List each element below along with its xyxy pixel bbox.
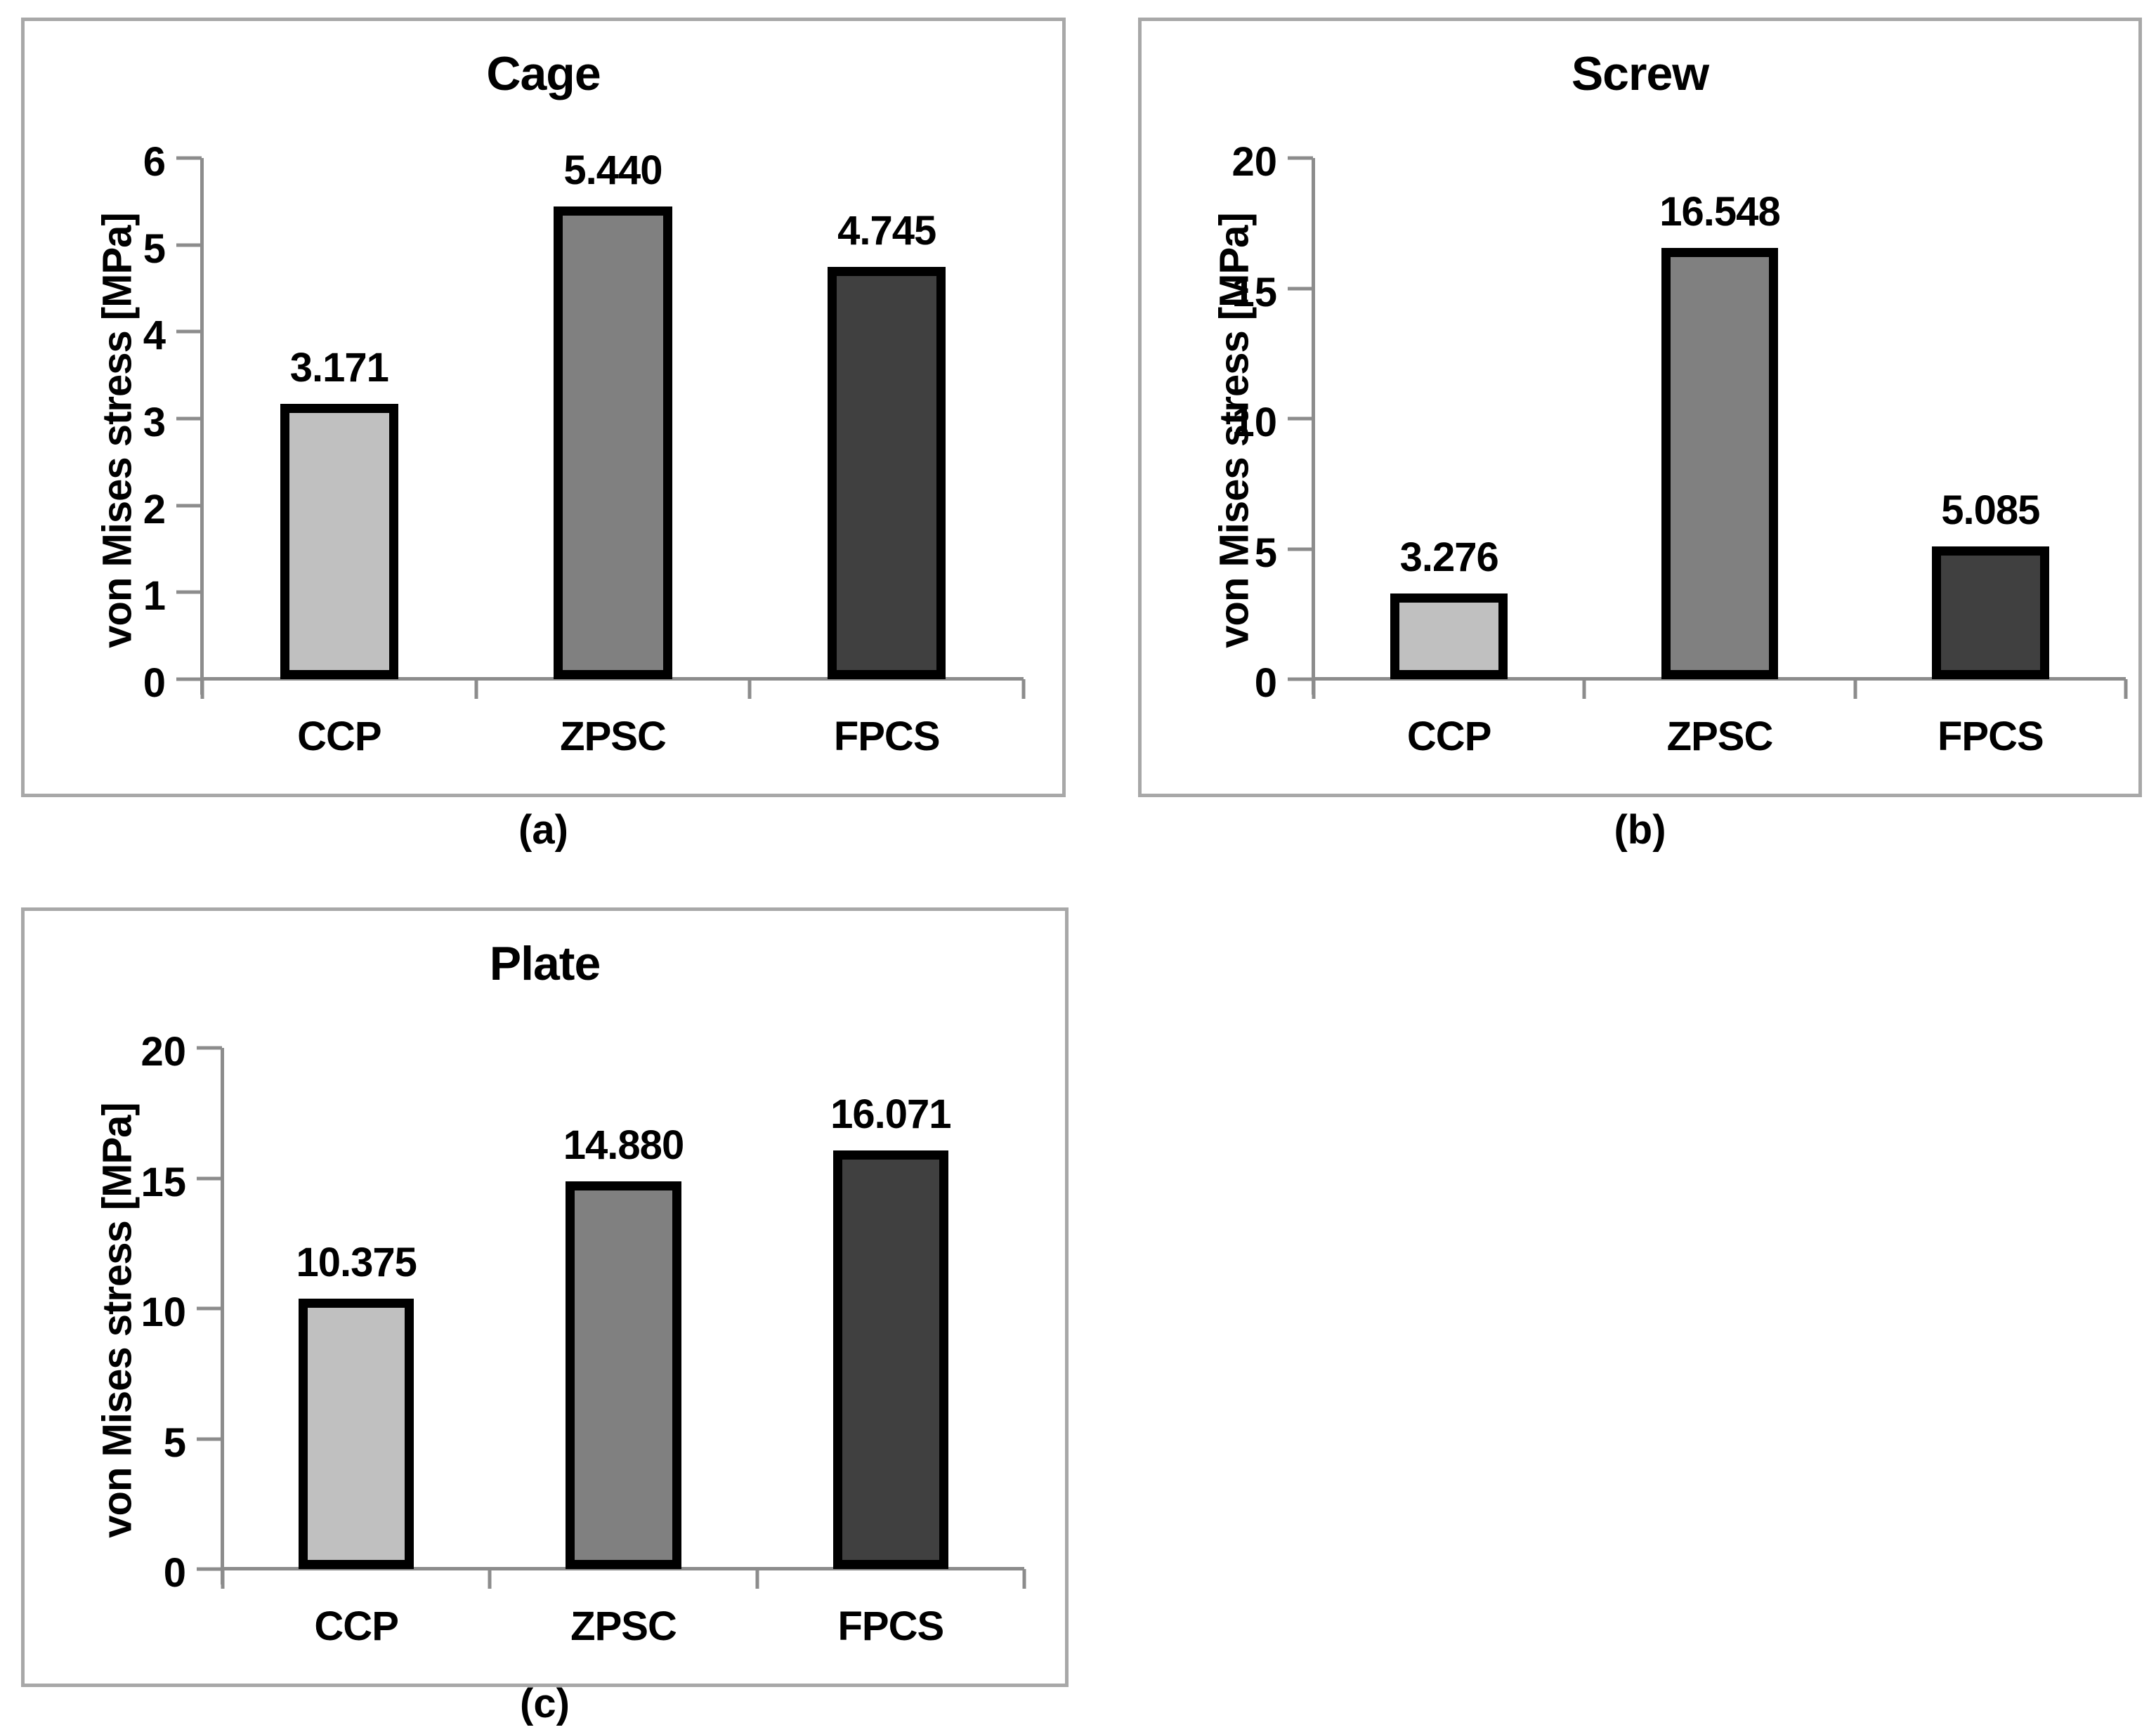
- x-category-label: CCP: [297, 714, 381, 759]
- y-tick-label: 4: [143, 313, 166, 359]
- bar-value-label: 5.085: [1941, 487, 2040, 534]
- y-tick-label: 3: [143, 400, 166, 445]
- x-tick-mark: [1021, 679, 1026, 699]
- x-category-label: CCP: [1406, 714, 1491, 759]
- y-tick-label: 20: [141, 1029, 186, 1075]
- y-tick-label: 5: [143, 225, 166, 272]
- y-tick-label: 2: [143, 486, 166, 532]
- plot-area: 0 1 2 3 4 5 6 3.171 CCP 5.440 ZPSC 4.745 FPCS: [143, 142, 1026, 759]
- y-tick-mark: [197, 1046, 222, 1050]
- y-tick-mark: [176, 416, 202, 421]
- x-tick-mark: [2124, 679, 2128, 699]
- y-tick-mark: [197, 1567, 222, 1571]
- chart-title-cage: Cage: [486, 47, 601, 100]
- subfigure-label-a: (a): [518, 807, 568, 853]
- y-tick-label: 10: [1231, 400, 1277, 445]
- y-tick-label: 10: [141, 1290, 186, 1335]
- bar-value-label: 14.880: [563, 1122, 684, 1168]
- y-tick-label: 0: [1254, 660, 1277, 706]
- x-tick-mark: [200, 679, 204, 699]
- chart-panel-cage: Cage von Mises stress [MPa] 0 1 2 3 4 5 6 3.171…: [21, 18, 1066, 797]
- y-tick-label: 1: [143, 573, 166, 619]
- x-tick-mark: [1582, 679, 1586, 699]
- y-tick-mark: [1288, 156, 1313, 160]
- x-category-label: CCP: [314, 1603, 398, 1649]
- x-category-label: FPCS: [1937, 714, 2044, 759]
- chart-title-screw: Screw: [1571, 47, 1709, 100]
- bar-zpsc: [1661, 248, 1779, 679]
- y-tick-label: 15: [1231, 269, 1277, 315]
- x-category-label: ZPSC: [560, 714, 667, 759]
- x-tick-mark: [747, 679, 752, 699]
- bar-value-label: 10.375: [296, 1240, 417, 1286]
- x-category-label: FPCS: [833, 714, 941, 759]
- x-tick-mark: [755, 1569, 759, 1589]
- x-tick-mark: [488, 1569, 492, 1589]
- y-tick-mark: [1288, 416, 1313, 421]
- subfigure-label-b: (b): [1614, 807, 1666, 853]
- chart-title-plate: Plate: [489, 937, 601, 990]
- y-tick-mark: [1288, 677, 1313, 681]
- bar-value-label: 3.276: [1399, 534, 1499, 581]
- bar-value-label: 16.548: [1659, 189, 1780, 235]
- x-category-label: ZPSC: [1666, 714, 1774, 759]
- bar-value-label: 5.440: [563, 147, 662, 194]
- y-tick-mark: [176, 329, 202, 334]
- bar-ccp: [280, 403, 398, 679]
- bar-ccp: [1390, 593, 1508, 679]
- y-tick-mark: [1288, 287, 1313, 290]
- bar-value-label: 3.171: [289, 344, 389, 391]
- y-tick-label: 15: [141, 1159, 186, 1205]
- plot-area: 0 5 10 15 20 3.276 CCP 16.548 ZPSC 5.085 FPCS: [1231, 142, 2128, 759]
- x-tick-mark: [1312, 679, 1316, 699]
- x-tick-mark: [221, 1569, 225, 1589]
- y-tick-mark: [197, 1306, 222, 1311]
- y-axis-label: von Mises stress [MPa]: [94, 213, 141, 648]
- x-category-label: FPCS: [837, 1603, 944, 1649]
- bar-value-label: 4.745: [837, 208, 936, 254]
- y-tick-mark: [176, 243, 202, 247]
- y-tick-label: 5: [1254, 530, 1277, 576]
- y-tick-label: 6: [143, 139, 166, 185]
- bar-fpcs: [832, 1150, 948, 1569]
- y-tick-label: 20: [1231, 139, 1277, 185]
- y-axis-line: [200, 158, 204, 695]
- chart-panel-screw: Screw von Mises stress [MPa] 0 5 10 15 20 3.2…: [1138, 18, 2142, 797]
- y-tick-label: 0: [163, 1550, 186, 1596]
- bar-ccp: [299, 1299, 414, 1569]
- y-tick-mark: [176, 504, 202, 508]
- subfigure-label-c: (c): [520, 1681, 570, 1726]
- plot-area: 0 5 10 15 20 10.375 CCP 14.880 ZPSC 16.071 FPCS: [141, 1032, 1026, 1649]
- y-tick-mark: [197, 1176, 222, 1180]
- x-category-label: ZPSC: [570, 1603, 677, 1649]
- y-tick-mark: [197, 1437, 222, 1441]
- bar-fpcs: [1932, 546, 2049, 679]
- bar-zpsc: [566, 1181, 681, 1569]
- x-tick-mark: [1022, 1569, 1026, 1589]
- y-tick-mark: [176, 156, 202, 160]
- x-tick-mark: [1853, 679, 1857, 699]
- y-tick-label: 0: [143, 660, 166, 706]
- y-tick-mark: [176, 590, 202, 594]
- y-axis-label: von Mises stress [MPa]: [94, 1103, 141, 1538]
- bar-fpcs: [827, 267, 946, 679]
- y-axis-line: [221, 1048, 224, 1585]
- chart-panel-plate: Plate von Mises stress [MPa] 0 5 10 15 20 10.…: [21, 907, 1069, 1687]
- bar-zpsc: [554, 206, 672, 679]
- y-axis-line: [1312, 158, 1315, 695]
- y-tick-mark: [1288, 547, 1313, 551]
- x-tick-mark: [474, 679, 478, 699]
- y-tick-label: 5: [163, 1419, 186, 1466]
- bar-value-label: 16.071: [830, 1091, 951, 1137]
- y-tick-mark: [176, 677, 202, 681]
